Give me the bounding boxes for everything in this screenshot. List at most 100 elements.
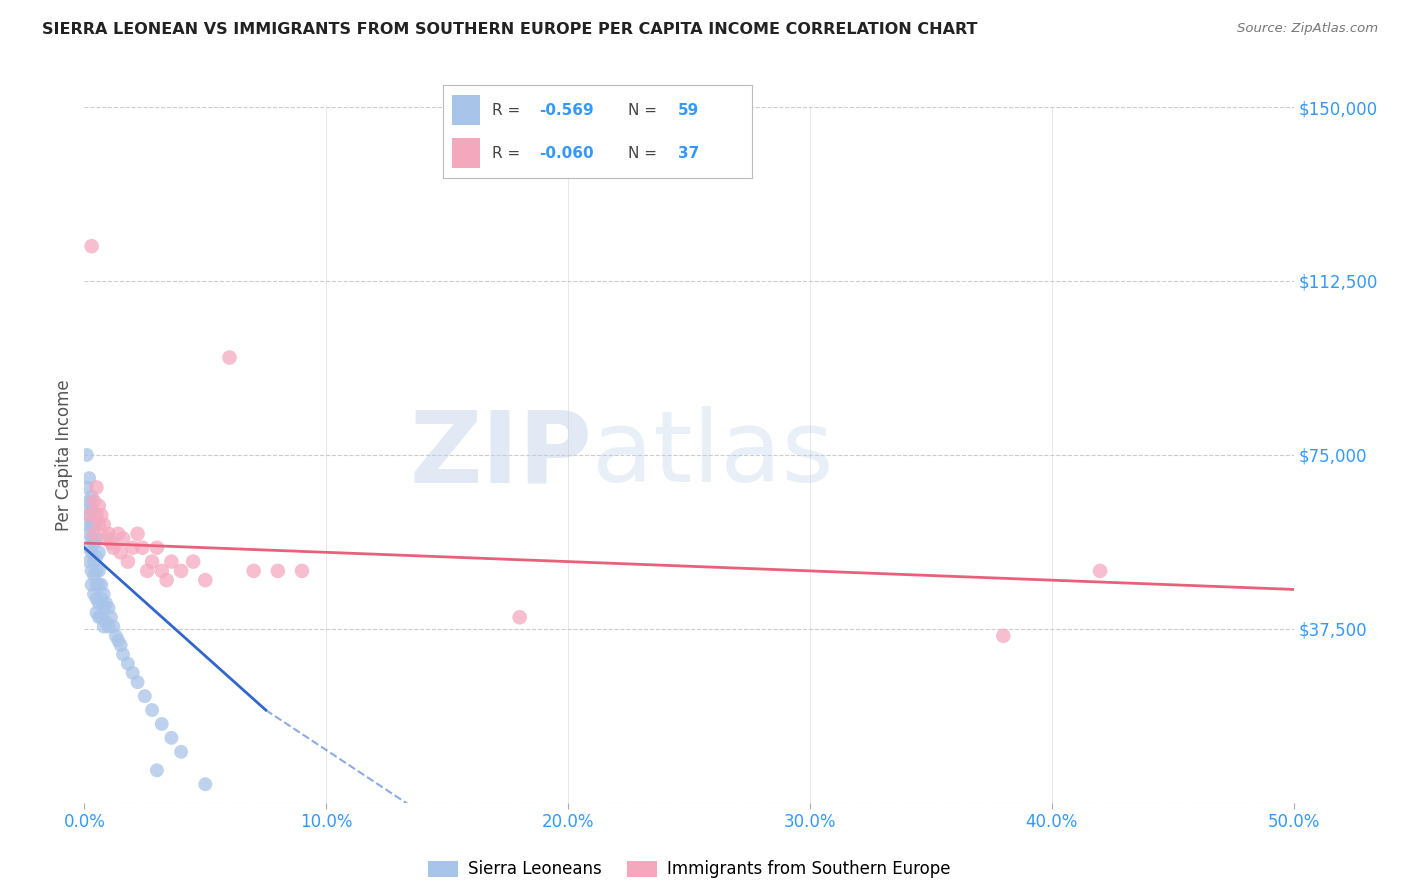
Point xyxy=(87,564,110,578)
Text: -0.569: -0.569 xyxy=(538,103,593,118)
Point xyxy=(77,555,100,569)
Point xyxy=(83,587,105,601)
Point xyxy=(77,526,100,541)
Point xyxy=(77,494,100,508)
Point xyxy=(83,555,105,569)
Bar xyxy=(453,95,479,125)
Point xyxy=(86,532,108,546)
Point xyxy=(107,526,129,541)
Point xyxy=(86,549,108,564)
Point xyxy=(160,731,183,745)
Point xyxy=(94,596,117,610)
Point xyxy=(86,578,108,592)
Point xyxy=(87,578,110,592)
Point xyxy=(112,532,135,546)
Point xyxy=(87,545,110,559)
Point xyxy=(76,448,98,462)
Point xyxy=(80,532,103,546)
Point xyxy=(86,591,108,606)
Point xyxy=(86,508,108,523)
Point xyxy=(218,351,240,365)
Point xyxy=(267,564,290,578)
Point xyxy=(134,689,156,703)
Point xyxy=(150,564,173,578)
Point xyxy=(83,568,105,582)
Text: R =: R = xyxy=(492,145,526,161)
Text: N =: N = xyxy=(628,103,662,118)
Point xyxy=(97,619,120,633)
Point xyxy=(97,601,120,615)
Point xyxy=(170,745,193,759)
Y-axis label: Per Capita Income: Per Capita Income xyxy=(55,379,73,531)
Text: SIERRA LEONEAN VS IMMIGRANTS FROM SOUTHERN EUROPE PER CAPITA INCOME CORRELATION : SIERRA LEONEAN VS IMMIGRANTS FROM SOUTHE… xyxy=(42,22,977,37)
Point xyxy=(93,517,115,532)
Point xyxy=(291,564,314,578)
Text: -0.060: -0.060 xyxy=(538,145,593,161)
Point xyxy=(93,619,115,633)
Point xyxy=(1088,564,1111,578)
Text: N =: N = xyxy=(628,145,662,161)
Point xyxy=(194,777,217,791)
Point xyxy=(80,517,103,532)
Point xyxy=(117,555,139,569)
Point xyxy=(77,508,100,523)
Point xyxy=(117,657,139,671)
Text: ZIP: ZIP xyxy=(409,407,592,503)
Point xyxy=(194,573,217,587)
Point xyxy=(77,471,100,485)
Point xyxy=(121,541,143,555)
Text: R =: R = xyxy=(492,103,526,118)
Point xyxy=(87,499,110,513)
Point xyxy=(94,532,117,546)
Bar xyxy=(453,138,479,168)
Point xyxy=(87,610,110,624)
Point xyxy=(80,578,103,592)
Point xyxy=(127,526,149,541)
Point xyxy=(86,606,108,620)
Legend: Sierra Leoneans, Immigrants from Southern Europe: Sierra Leoneans, Immigrants from Souther… xyxy=(422,854,956,885)
Point xyxy=(141,703,163,717)
Text: 37: 37 xyxy=(678,145,699,161)
Point xyxy=(90,591,112,606)
Point xyxy=(97,526,120,541)
Point xyxy=(100,610,122,624)
Point xyxy=(80,503,103,517)
Point xyxy=(93,601,115,615)
Point xyxy=(86,480,108,494)
Point xyxy=(87,596,110,610)
Point xyxy=(86,564,108,578)
Point xyxy=(103,619,125,633)
Point xyxy=(90,610,112,624)
Point xyxy=(104,629,127,643)
Point xyxy=(76,517,98,532)
Point xyxy=(121,665,143,680)
Point xyxy=(160,555,183,569)
Point xyxy=(77,508,100,523)
Point xyxy=(103,541,125,555)
Text: Source: ZipAtlas.com: Source: ZipAtlas.com xyxy=(1237,22,1378,36)
Point xyxy=(87,517,110,532)
Point xyxy=(127,675,149,690)
Point xyxy=(131,541,153,555)
Point xyxy=(150,717,173,731)
Point xyxy=(90,578,112,592)
Point xyxy=(993,629,1015,643)
Point xyxy=(94,615,117,629)
Point xyxy=(77,541,100,555)
Point xyxy=(110,638,132,652)
Point xyxy=(136,564,159,578)
Point xyxy=(107,633,129,648)
Point xyxy=(242,564,264,578)
Point xyxy=(80,490,103,504)
Point xyxy=(90,508,112,523)
Point xyxy=(181,555,204,569)
Point xyxy=(155,573,177,587)
Point xyxy=(146,764,169,778)
Point xyxy=(93,587,115,601)
Text: atlas: atlas xyxy=(592,407,834,503)
Point xyxy=(80,545,103,559)
Point xyxy=(509,610,531,624)
Point xyxy=(110,545,132,559)
Point xyxy=(100,536,122,550)
Text: 59: 59 xyxy=(678,103,699,118)
